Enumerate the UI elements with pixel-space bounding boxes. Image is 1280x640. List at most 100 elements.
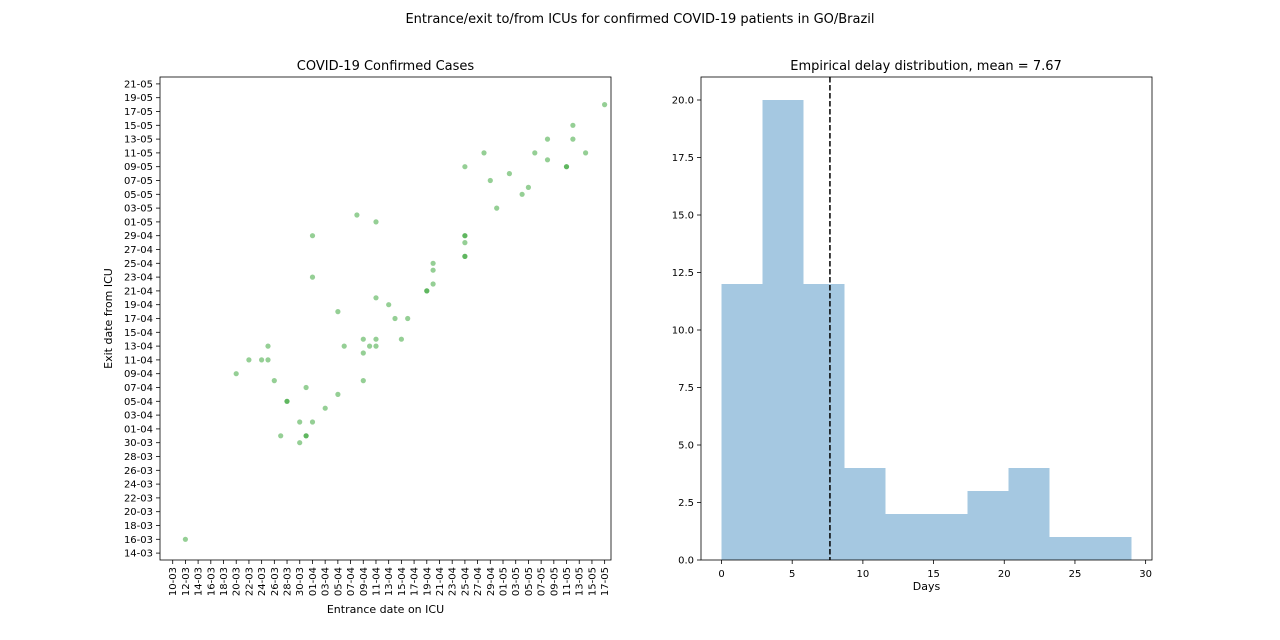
scatter-point	[271, 378, 277, 384]
histogram-y-tick-label: 15.0	[672, 211, 694, 222]
scatter-x-axis-label: Entrance date on ICU	[327, 603, 444, 616]
scatter-x-tick-label: 01-04	[308, 567, 319, 596]
scatter-x-tick-label: 22-03	[244, 567, 255, 596]
histogram-y-tick-label: 12.5	[672, 268, 694, 279]
scatter-point	[182, 536, 188, 542]
scatter-y-tick-label: 24-03	[124, 480, 153, 491]
histogram-bar	[721, 284, 763, 560]
scatter-point	[265, 343, 271, 349]
scatter-point	[563, 164, 570, 170]
histogram-y-tick-label: 17.5	[672, 153, 694, 164]
scatter-point	[354, 212, 360, 218]
histogram-y-tick-label: 0.0	[678, 556, 694, 567]
scatter-point	[544, 157, 551, 163]
scatter-x-tick-label: 17-05	[600, 567, 611, 596]
histogram-bar	[967, 491, 1009, 560]
scatter-point	[297, 419, 303, 425]
scatter-point	[430, 281, 436, 287]
scatter-x-tick-label: 11-04	[372, 567, 383, 596]
scatter-x-tick-label: 03-05	[511, 567, 522, 596]
scatter-x-tick-label: 29-04	[486, 567, 497, 596]
scatter-point	[481, 150, 487, 156]
scatter-y-tick-label: 13-04	[124, 342, 153, 353]
scatter-point	[259, 357, 265, 363]
histogram-y-tick-label: 7.5	[678, 383, 694, 394]
scatter-y-tick-label: 19-04	[124, 300, 153, 311]
scatter-point	[386, 302, 392, 308]
scatter-point	[297, 440, 303, 446]
scatter-y-tick-label: 16-03	[124, 535, 153, 546]
scatter-x-tick-label: 21-04	[435, 567, 446, 596]
scatter-y-tick-label: 05-04	[124, 397, 153, 408]
histogram-bar	[885, 514, 927, 560]
scatter-y-tick-label: 17-05	[124, 107, 153, 118]
histogram-y-tick-label: 5.0	[678, 441, 694, 452]
histogram-bar	[803, 284, 845, 560]
scatter-point	[462, 240, 468, 246]
scatter-x-tick-label: 26-03	[270, 567, 281, 596]
histogram-x-tick-label: 10	[857, 569, 870, 580]
scatter-x-tick-label: 23-04	[448, 567, 459, 596]
scatter-y-tick-label: 27-04	[124, 245, 153, 256]
scatter-point	[392, 315, 398, 322]
scatter-x-tick-label: 15-05	[587, 567, 598, 596]
scatter-y-tick-label: 26-03	[124, 466, 153, 477]
scatter-x-tick-label: 30-03	[295, 567, 306, 596]
scatter-x-tick-label: 19-04	[422, 567, 433, 596]
scatter-point	[570, 122, 576, 128]
scatter-plot-area	[160, 77, 611, 560]
scatter-y-tick-label: 20-03	[124, 507, 153, 518]
scatter-y-tick-label: 14-03	[124, 549, 153, 560]
histogram-bars	[721, 100, 1132, 560]
scatter-point	[462, 164, 468, 170]
histogram-bar	[844, 468, 886, 560]
scatter-point	[360, 378, 366, 384]
scatter-plot-frame	[159, 76, 612, 561]
scatter-y-axis-label: Exit date from ICU	[102, 268, 115, 369]
histogram-y-tick-label: 10.0	[672, 326, 694, 337]
scatter-y-tick-label: 29-04	[124, 231, 153, 242]
scatter-y-tick-label: 25-04	[124, 259, 153, 270]
scatter-point	[246, 357, 252, 363]
scatter-point	[341, 343, 347, 349]
scatter-point	[322, 405, 328, 411]
scatter-y-axis-ticks: 14-03 16-03 18-03 20-03 22-03 24-03 26-03 28-03…	[124, 79, 160, 560]
scatter-point	[373, 336, 379, 342]
scatter-x-tick-label: 17-04	[410, 567, 421, 596]
histogram-x-tick-label: 5	[789, 569, 795, 580]
scatter-y-tick-label: 07-05	[124, 176, 153, 187]
scatter-x-tick-label: 10-03	[168, 567, 179, 596]
scatter-point	[430, 267, 436, 273]
scatter-y-tick-label: 18-03	[124, 521, 153, 532]
scatter-y-tick-label: 23-04	[124, 273, 153, 284]
scatter-point	[309, 274, 316, 280]
histogram-x-axis-ticks: 0 5 10 15 20 25 30	[718, 560, 1152, 580]
scatter-x-tick-label: 11-05	[562, 567, 573, 596]
scatter-x-tick-label: 20-03	[232, 567, 243, 596]
scatter-x-axis-ticks: 10-03 12-03 14-03 16-03 18-03 20-03 22-03 24-03…	[168, 560, 611, 596]
histogram-x-tick-label: 20	[998, 569, 1011, 580]
scatter-x-tick-label: 27-04	[473, 567, 484, 596]
histogram-title: Empirical delay distribution, mean = 7.6…	[790, 59, 1062, 74]
scatter-x-tick-label: 09-04	[359, 567, 370, 596]
scatter-point	[373, 219, 379, 225]
scatter-x-tick-label: 18-03	[219, 567, 230, 596]
scatter-point	[570, 136, 576, 142]
scatter-point	[373, 343, 379, 349]
histogram-chart: Empirical delay distribution, mean = 7.6…	[672, 59, 1153, 593]
scatter-y-tick-label: 11-04	[124, 355, 153, 366]
histogram-bar	[926, 514, 968, 560]
scatter-x-tick-label: 28-03	[283, 567, 294, 596]
scatter-point	[405, 315, 411, 322]
scatter-point	[335, 309, 341, 315]
scatter-y-tick-label: 11-05	[124, 148, 153, 159]
scatter-point	[284, 398, 290, 404]
scatter-y-tick-label: 17-04	[124, 314, 153, 325]
scatter-x-tick-label: 15-04	[397, 567, 408, 596]
scatter-y-tick-label: 03-04	[124, 411, 153, 422]
scatter-points	[182, 102, 608, 542]
scatter-y-tick-label: 15-05	[124, 121, 153, 132]
scatter-x-tick-label: 25-04	[460, 567, 471, 596]
scatter-x-tick-label: 24-03	[257, 567, 268, 596]
scatter-y-tick-label: 21-05	[124, 79, 153, 90]
